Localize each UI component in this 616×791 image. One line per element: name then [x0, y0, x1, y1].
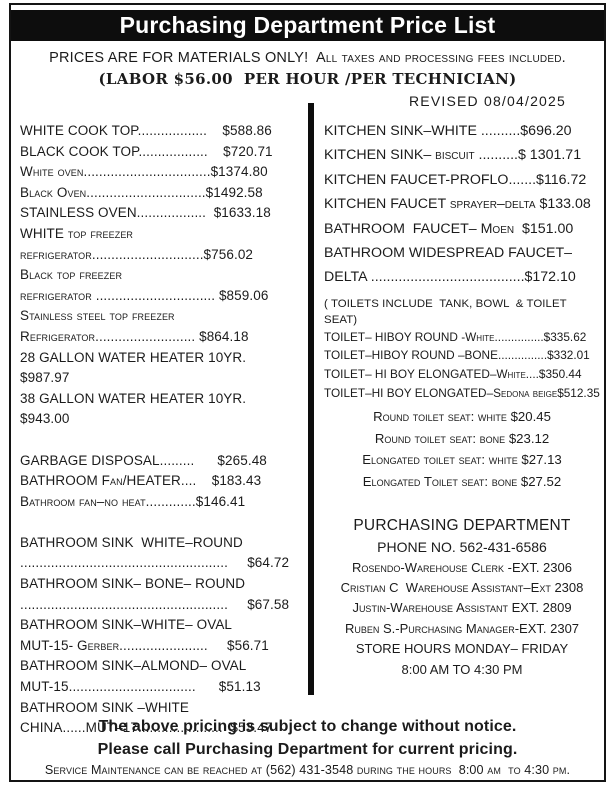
- price-line: $943.00: [20, 411, 70, 427]
- price-line: Stainless steel top freezer: [20, 308, 175, 324]
- price-line: BATHROOM FAUCET– Moen $151.00: [324, 220, 574, 237]
- column-divider: [308, 103, 314, 695]
- price-line: KITCHEN FAUCET-PROFLO.......$116.72: [324, 171, 587, 188]
- price-line: Black Oven..............................…: [20, 184, 263, 200]
- contact-line: STORE HOURS MONDAY– FRIDAY: [355, 641, 569, 657]
- contact-line: PHONE NO. 562-431-6586: [377, 539, 547, 556]
- price-line: Refrigerator.......................... $…: [20, 328, 249, 344]
- service-maintenance-line: Service Maintenance can be reached at (5…: [44, 763, 571, 777]
- price-line: WHITE COOK TOP.................. $588.86: [20, 123, 272, 138]
- price-line: [20, 430, 304, 451]
- document-title: Purchasing Department Price List: [119, 12, 496, 38]
- price-line: refrigerator............................…: [20, 246, 254, 262]
- contact-line: Cristian C Warehouse Assistant–Ext 2308: [340, 580, 584, 596]
- pricing-change-notice: The above pricing is subject to change w…: [98, 718, 517, 735]
- price-line: Round toilet seat: bone $23.12: [374, 430, 550, 446]
- price-line: BATHROOM WIDESPREAD FAUCET–: [324, 245, 573, 262]
- price-line: White oven..............................…: [20, 164, 268, 180]
- price-line: CHINA......MUT–17...................... …: [20, 720, 273, 736]
- contact-line: 8:00 AM TO 4:30 PM: [401, 661, 523, 677]
- price-line: KITCHEN SINK–WHITE ..........$696.20: [324, 123, 572, 139]
- price-columns: WHITE COOK TOP.................. $588.86…: [11, 103, 604, 735]
- price-line: [20, 512, 304, 533]
- price-line: ........................................…: [20, 555, 290, 571]
- price-line: DELTA ..................................…: [324, 269, 576, 286]
- price-list-page: Purchasing Department Price List PRICES …: [9, 3, 606, 782]
- price-line: BATHROOM SINK–WHITE– OVAL: [20, 617, 233, 633]
- contact-line: Ruben S.-Purchasing Manager-EXT. 2307: [344, 620, 580, 636]
- price-line: Elongated toilet seat: white $27.13: [362, 452, 562, 468]
- price-line: TOILET–HI BOY ELONGATED–Sedona beige$512…: [324, 385, 600, 400]
- price-line: KITCHEN FAUCET sprayer–delta $133.08: [324, 196, 591, 213]
- footer: The above pricing is subject to change w…: [11, 715, 604, 780]
- price-line: KITCHEN SINK– biscuit ..........$ 1301.7…: [324, 147, 582, 164]
- right-price-column: KITCHEN SINK–WHITE ..........$696.20 KITC…: [308, 111, 604, 711]
- purchasing-department-block: PURCHASING DEPARTMENT PHONE NO. 562-431-…: [324, 515, 600, 680]
- department-contact-lines: PHONE NO. 562-431-6586 Rosendo-Warehouse …: [324, 537, 600, 680]
- price-line: BATHROOM SINK WHITE–ROUND: [20, 534, 243, 550]
- price-line: 38 GALLON WATER HEATER 10YR.: [20, 390, 247, 406]
- call-purchasing-notice: Please call Purchasing Department for cu…: [97, 741, 518, 758]
- price-line: BLACK COOK TOP.................. $720.71: [20, 143, 273, 159]
- contact-line: Rosendo-Warehouse Clerk -EXT. 2306: [352, 559, 572, 575]
- price-line: $987.97: [20, 370, 70, 386]
- materials-notice: PRICES ARE FOR MATERIALS ONLY! All taxes…: [49, 50, 566, 66]
- department-title: PURCHASING DEPARTMENT: [353, 517, 571, 535]
- left-price-column: WHITE COOK TOP.................. $588.86…: [11, 111, 308, 735]
- price-line: BATHROOM Fan/HEATER.... $183.43: [20, 473, 262, 489]
- revised-date: REVISED 08/04/2025: [409, 93, 567, 109]
- price-line: GARBAGE DISPOSAL......... $265.48: [20, 452, 267, 468]
- price-line: Round toilet seat: white $20.45: [373, 409, 551, 425]
- price-line: MUT-15- Gerber....................... $5…: [20, 637, 269, 653]
- toilets-price-list: TOILET– HIBOY ROUND -White..............…: [324, 328, 600, 402]
- price-line: Elongated Toilet seat: bone $27.52: [362, 473, 562, 489]
- price-line: TOILET– HI BOY ELONGATED–White....$350.4…: [324, 367, 582, 382]
- price-line: refrigerator ...........................…: [20, 287, 269, 303]
- price-line: MUT-15................................. …: [20, 679, 261, 695]
- toilets-include-note: ( TOILETS INCLUDE TANK, BOWL & TOILET SE…: [324, 297, 570, 326]
- price-line: TOILET– HIBOY ROUND -White..............…: [324, 329, 587, 344]
- price-line: 28 GALLON WATER HEATER 10YR.: [20, 349, 247, 365]
- price-line: BATHROOM SINK– BONE– ROUND: [20, 576, 246, 592]
- price-line: STAINLESS OVEN.................. $1633.1…: [20, 205, 271, 221]
- contact-line: Justin-Warehouse Assistant EXT. 2809: [352, 600, 572, 616]
- toilet-seats-price-list: Round toilet seat: white $20.45 Round toi…: [324, 406, 600, 492]
- price-line: TOILET–HIBOY ROUND –BONE...............$…: [324, 348, 590, 363]
- price-line: BATHROOM SINK–ALMOND– OVAL: [20, 658, 247, 674]
- fixtures-price-list: KITCHEN SINK–WHITE ..........$696.20 KITC…: [324, 119, 600, 290]
- price-line: WHITE top freezer: [20, 225, 134, 241]
- price-line: BATHROOM SINK –WHITE: [20, 699, 190, 715]
- labor-rate-line: (LABOR $56.00 PER HOUR /PER TECHNICIAN): [98, 70, 517, 88]
- price-line: Black top freezer: [20, 267, 123, 283]
- document-title-bar: Purchasing Department Price List: [11, 10, 604, 41]
- price-line: ........................................…: [20, 596, 290, 612]
- price-line: Bathroom fan–no heat.............$146.41: [20, 493, 246, 509]
